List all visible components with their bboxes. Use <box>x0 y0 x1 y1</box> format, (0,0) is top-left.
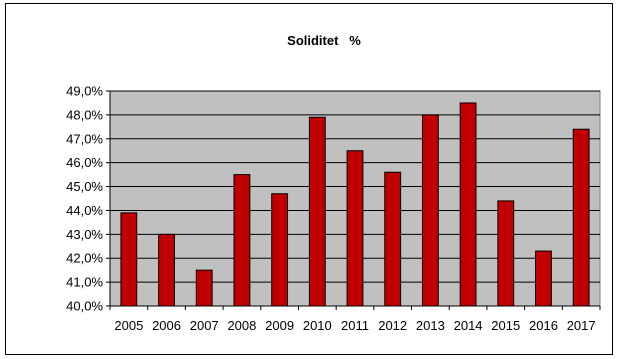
y-tick-label: 48,0% <box>66 107 103 122</box>
bar-2010 <box>308 116 326 307</box>
bar-chart: Soliditet % 40,0% 41,0% 42,0% 43,0% 44,0% 45,… <box>66 33 601 333</box>
x-tick-label: 2015 <box>491 318 520 333</box>
bar-2013 <box>421 114 439 307</box>
bar-2012 <box>384 171 402 307</box>
x-tick-label: 2006 <box>152 318 181 333</box>
y-tick-label: 42,0% <box>66 251 103 266</box>
bar-2005 <box>120 212 138 307</box>
y-tick-label: 41,0% <box>66 275 103 290</box>
x-tick-label: 2017 <box>567 318 596 333</box>
x-tick-label: 2014 <box>454 318 483 333</box>
y-axis-ticks: 40,0% 41,0% 42,0% 43,0% 44,0% 45,0% 46,0% 47,0%… <box>66 84 110 314</box>
x-tick-label: 2010 <box>303 318 332 333</box>
x-tick-label: 2016 <box>529 318 558 333</box>
bar-2015 <box>497 200 515 307</box>
x-tick-label: 2009 <box>265 318 294 333</box>
y-tick-label: 40,0% <box>66 299 103 314</box>
y-tick-label: 46,0% <box>66 155 103 170</box>
bar-2011 <box>346 150 364 307</box>
bar-2016 <box>535 250 552 307</box>
y-tick-label: 43,0% <box>66 227 103 242</box>
x-axis-ticks: 2005 2006 2007 2008 2009 2010 2011 2012 2013 2014… <box>109 306 601 333</box>
bar-2014 <box>459 102 477 307</box>
bar-2006 <box>158 233 175 307</box>
bar-2007 <box>195 269 213 307</box>
x-tick-label: 2012 <box>378 318 407 333</box>
y-tick-label: 44,0% <box>66 203 103 218</box>
bar-2017 <box>572 128 590 307</box>
y-tick-label: 45,0% <box>66 179 103 194</box>
bar-2008 <box>233 174 251 307</box>
x-tick-label: 2011 <box>341 318 369 333</box>
x-tick-label: 2013 <box>416 318 445 333</box>
x-tick-label: 2008 <box>227 318 256 333</box>
chart-title: Soliditet % <box>287 33 361 48</box>
chart-frame: Soliditet % 40,0% 41,0% 42,0% 43,0% 44,0% 45,… <box>5 3 613 355</box>
bar-2009 <box>271 193 289 307</box>
x-tick-label: 2005 <box>114 318 143 333</box>
x-tick-label: 2007 <box>190 318 219 333</box>
bars <box>120 102 590 307</box>
y-tick-label: 49,0% <box>66 84 103 99</box>
y-tick-label: 47,0% <box>66 131 103 146</box>
